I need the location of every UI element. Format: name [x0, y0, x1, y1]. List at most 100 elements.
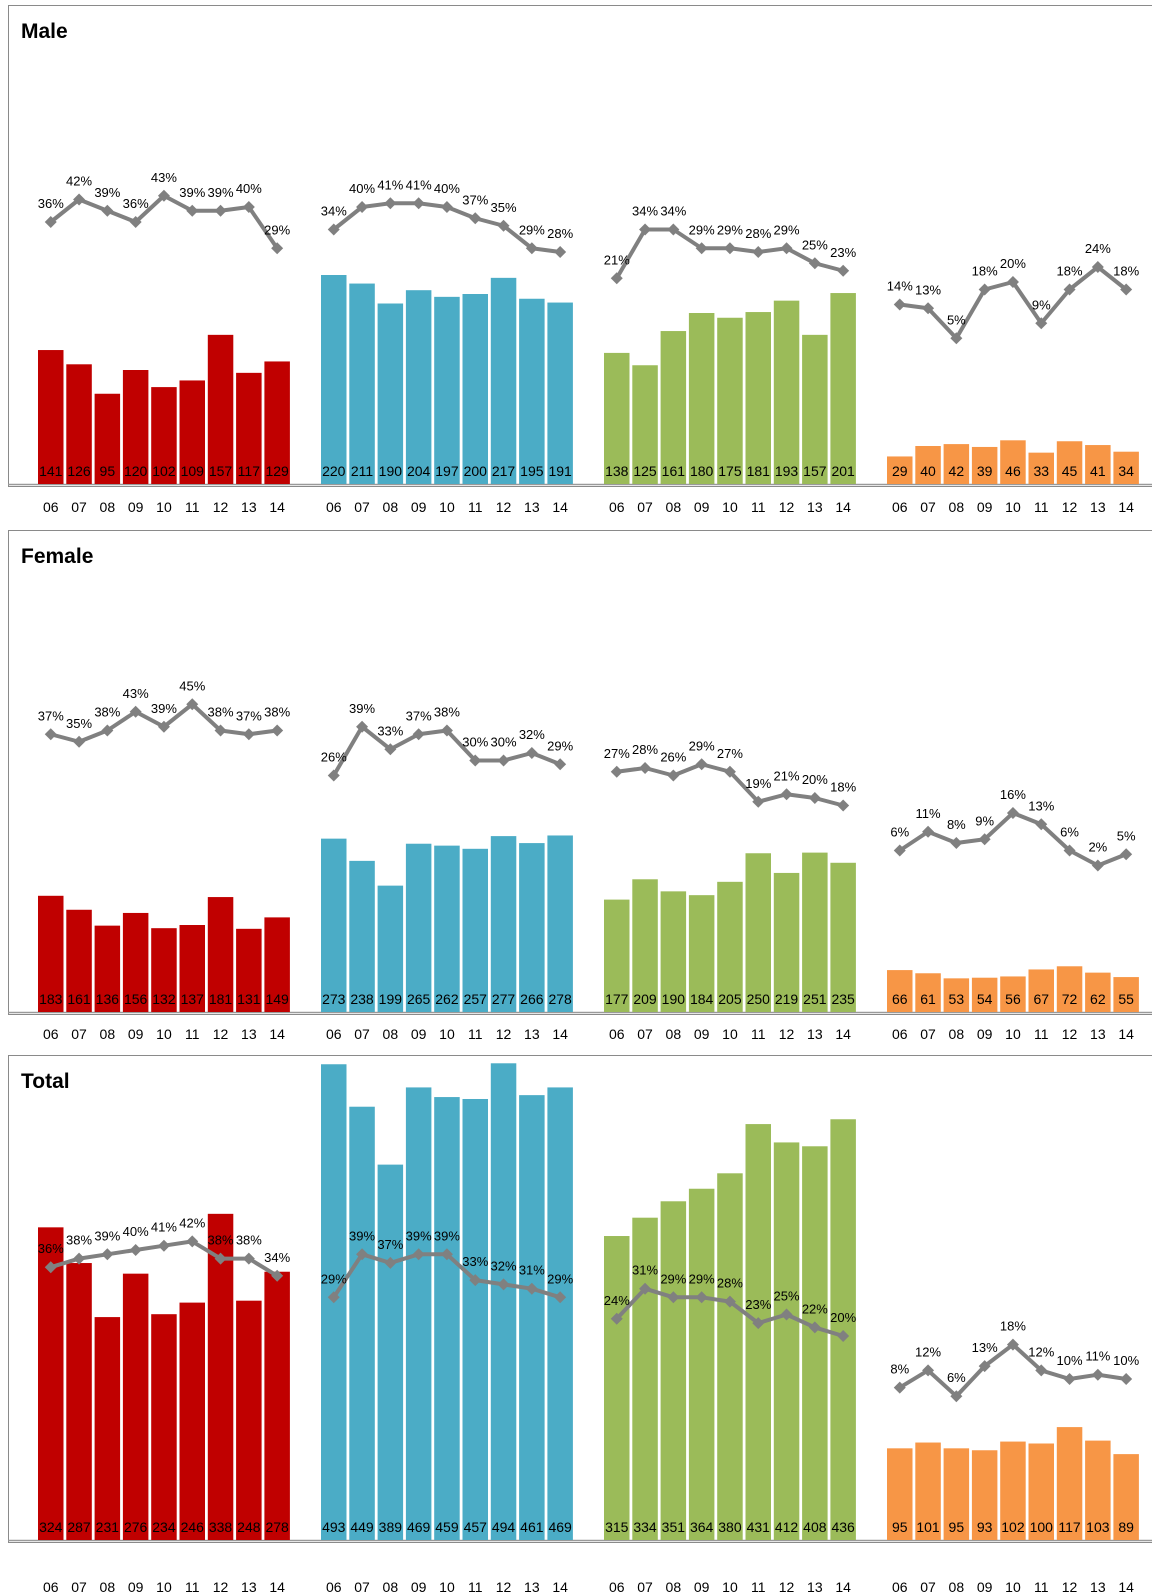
x-tick-label: 12 [1062, 1579, 1078, 1595]
bar [236, 1300, 262, 1540]
bar-value-label: 217 [492, 463, 516, 479]
bar-value-label: 103 [1086, 1519, 1110, 1535]
percent-label: 28% [717, 1276, 743, 1291]
x-tick-label: 10 [156, 1579, 172, 1595]
percent-point [610, 272, 623, 285]
percent-point [667, 769, 680, 782]
percent-label: 12% [1028, 1344, 1054, 1359]
percent-point [327, 1291, 340, 1304]
x-tick-label: 14 [1118, 1026, 1134, 1042]
percent-label: 26% [660, 750, 686, 765]
percent-point [554, 246, 567, 258]
percent-point [186, 1235, 199, 1248]
percent-label: 11% [916, 806, 941, 821]
bar-value-label: 72 [1062, 991, 1078, 1007]
percent-label: 39% [208, 185, 234, 200]
percent-point [101, 724, 114, 737]
percent-point [893, 1381, 906, 1394]
x-tick-label: 11 [468, 499, 483, 515]
bar-value-label: 156 [124, 991, 148, 1007]
x-tick-label: 06 [892, 499, 908, 515]
bar [179, 925, 205, 1012]
x-tick-label: 14 [835, 499, 851, 515]
percent-point [837, 264, 850, 277]
percent-label: 36% [38, 196, 64, 211]
bar-value-label: 138 [605, 463, 629, 479]
x-tick-label: 09 [128, 1026, 144, 1042]
percent-point [384, 197, 397, 210]
percent-point [1091, 859, 1104, 872]
percent-label: 27% [717, 746, 743, 761]
bar [1000, 440, 1026, 484]
bar-value-label: 102 [152, 463, 176, 479]
bar [122, 912, 149, 1012]
x-tick-label: 12 [779, 1579, 795, 1595]
percent-point [73, 193, 86, 206]
x-tick-label: 13 [807, 1026, 823, 1042]
x-tick-label: 06 [326, 1579, 342, 1595]
bar-value-label: 100 [1030, 1519, 1054, 1535]
percent-point [667, 1291, 680, 1304]
bar-value-label: 109 [181, 463, 205, 479]
bar-value-label: 231 [96, 1519, 120, 1535]
percent-label: 29% [660, 1271, 686, 1286]
bar [377, 1164, 404, 1540]
percent-point [922, 1364, 935, 1377]
x-tick-label: 12 [213, 1579, 229, 1595]
x-tick-label: 10 [722, 1579, 738, 1595]
percent-point [44, 728, 57, 741]
percent-label: 37% [377, 1237, 403, 1252]
bar [122, 370, 149, 484]
bar [717, 317, 743, 484]
bar-value-label: 131 [237, 991, 261, 1007]
x-tick-label: 09 [411, 1026, 427, 1042]
bar [1085, 445, 1111, 484]
bar-value-label: 338 [209, 1519, 233, 1535]
percent-point [723, 242, 736, 255]
percent-point [440, 1248, 453, 1261]
bar-value-label: 175 [718, 463, 742, 479]
x-tick-label: 06 [609, 499, 625, 515]
percent-point [73, 1252, 86, 1265]
x-tick-label: 12 [779, 1026, 795, 1042]
bar [1000, 1441, 1026, 1540]
percent-point [157, 1239, 170, 1252]
bar [377, 885, 404, 1012]
x-tick-label: 14 [552, 1579, 568, 1595]
bar [1085, 972, 1111, 1012]
bar [490, 277, 517, 484]
x-tick-label: 09 [977, 1579, 993, 1595]
bar [660, 1201, 687, 1540]
bar-value-label: 184 [690, 991, 714, 1007]
percent-point [723, 765, 736, 778]
bar-value-label: 61 [920, 991, 936, 1007]
percent-point [1006, 807, 1019, 819]
bar-value-label: 195 [520, 463, 544, 479]
percent-point [922, 825, 935, 838]
bar-value-label: 40 [920, 463, 936, 479]
percent-label: 39% [179, 185, 205, 200]
bar-value-label: 45 [1062, 463, 1078, 479]
bar-value-label: 246 [181, 1519, 205, 1535]
bar [745, 853, 771, 1012]
bar-value-label: 181 [209, 991, 233, 1007]
bar-value-label: 117 [238, 463, 261, 479]
panel-title: Female [21, 545, 94, 568]
x-tick-label: 11 [468, 1026, 483, 1042]
percent-point [1035, 1364, 1048, 1377]
x-tick-label: 10 [1005, 499, 1021, 515]
x-tick-label: 08 [666, 1579, 682, 1595]
bar-value-label: 62 [1090, 991, 1106, 1007]
x-tick-label: 10 [156, 1026, 172, 1042]
percent-label: 33% [462, 1254, 488, 1269]
percent-point [610, 765, 623, 778]
x-tick-label: 08 [383, 1026, 399, 1042]
bar-value-label: 278 [548, 991, 572, 1007]
bar [943, 1448, 970, 1540]
bar [151, 1314, 177, 1540]
percent-point [412, 1248, 425, 1261]
bar-value-label: 461 [520, 1519, 544, 1535]
percent-point [893, 298, 906, 311]
percent-point [837, 1330, 850, 1342]
percent-label: 43% [151, 170, 177, 185]
